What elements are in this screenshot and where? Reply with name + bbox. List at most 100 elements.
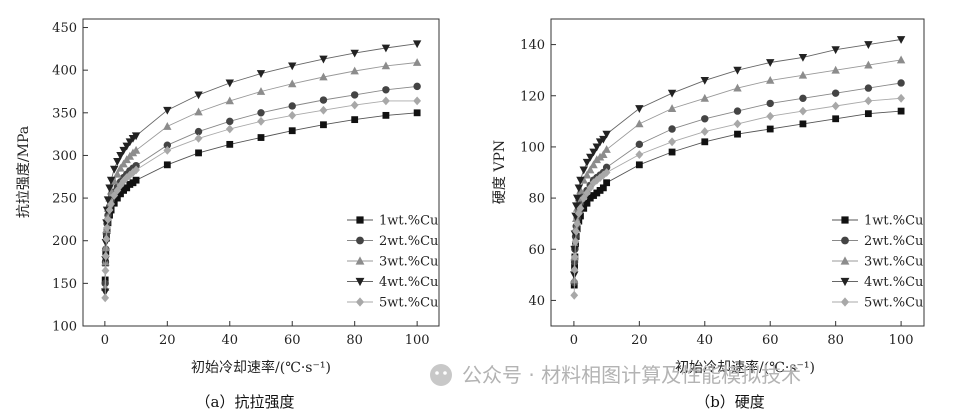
panel-b-data-point	[589, 160, 598, 169]
panel-b-data-point	[766, 125, 774, 133]
panel-b-data-point	[589, 148, 598, 157]
panel-a-data-point	[256, 70, 266, 78]
panel-a-caption: （a）抗拉强度	[196, 393, 295, 411]
panel-b-data-point	[576, 176, 585, 185]
panel-b-legend-swatch-marker	[840, 297, 850, 307]
panel-a-data-point	[382, 111, 390, 119]
panel-b-data-point	[798, 53, 808, 62]
panel-b-legend-swatch-marker	[841, 236, 849, 245]
panel-b-data-point	[831, 65, 840, 74]
watermark: 公众号 · 材料相图计算及性能模拟技术	[430, 363, 801, 387]
panel-b-data-point	[864, 96, 873, 106]
panel-a-data-point	[350, 100, 359, 110]
panel-a-data-point	[225, 124, 234, 134]
panel-a-data-point	[226, 117, 234, 126]
panel-a-data-point	[319, 55, 328, 64]
panel-a-series-line	[104, 43, 418, 292]
panel-a-y-tick-label: 450	[52, 21, 77, 36]
panel-b-y-tick-label: 100	[520, 140, 545, 155]
panel-a-data-point	[412, 58, 422, 66]
panel-a-legend-swatch-marker	[356, 236, 364, 245]
panel-b-data-point	[579, 193, 588, 203]
panel-b-data-point	[864, 84, 873, 92]
panel-a-x-tick-label: 20	[159, 333, 176, 348]
panel-a-data-point	[113, 158, 122, 166]
panel-a-data-point	[381, 61, 391, 70]
panel-a-data-point	[119, 176, 128, 186]
panel-b-series-3	[570, 55, 906, 284]
panel-a-legend-swatch-marker	[355, 277, 365, 287]
panel-a-y-tick-label: 400	[52, 64, 77, 79]
panel-b-data-point	[603, 179, 611, 187]
panel-a-data-point	[163, 122, 172, 130]
panel-b-data-point	[831, 46, 840, 55]
panel-b-data-point	[766, 111, 775, 121]
panel-b-x-axis-title: 初始冷却速率/(℃·s⁻¹)	[675, 359, 815, 376]
panel-a-y-tick-label: 250	[52, 192, 77, 207]
panel-b-data-point	[635, 150, 644, 159]
panel-a-data-point	[101, 266, 110, 275]
panel-a-data-point	[319, 105, 328, 115]
panel-b-legend-label: 4wt.%Cu	[864, 275, 923, 290]
panel-a-data-point	[412, 40, 422, 49]
panel-b-data-point	[571, 237, 580, 246]
panel-a-data-point	[257, 134, 265, 141]
panel-a-legend-label: 1wt.%Cu	[379, 214, 438, 229]
panel-a-data-point	[381, 44, 391, 53]
panel-b-data-point	[635, 161, 643, 169]
panel-b-data-point	[586, 165, 595, 174]
panel-b-data-point	[668, 125, 676, 133]
panel-b-data-point	[579, 166, 588, 175]
panel-b-legend-label: 1wt.%Cu	[864, 214, 923, 229]
panel-a-data-point	[129, 168, 137, 177]
panel-a-series-5	[101, 96, 422, 303]
panel-a-legend-swatch-marker	[356, 216, 364, 224]
panel-a-data-point	[125, 170, 134, 180]
panel-b-data-point	[799, 106, 807, 116]
panel-a-data-point	[105, 184, 114, 193]
panel-b-data-point	[586, 183, 595, 193]
panel-a-legend-swatch-marker	[355, 297, 365, 307]
panel-b-legend: 1wt.%Cu 2wt.%Cu 3wt.%Cu 4wt.%Cu 5wt.%Cu	[832, 214, 923, 311]
panel-a-data-point	[194, 91, 203, 100]
panel-a-series-line	[104, 100, 418, 298]
panel-a-plot-frame	[82, 18, 440, 327]
panel-a-legend-label: 3wt.%Cu	[379, 255, 438, 270]
panel-b-data-point	[733, 83, 742, 92]
panel-a-legend-swatch-marker	[355, 256, 365, 265]
panel-a-legend-label: 5wt.%Cu	[379, 296, 438, 311]
panel-b-data-point	[571, 202, 581, 211]
panel-b-legend-swatch-marker	[840, 256, 850, 265]
panel-b-data-point	[572, 194, 582, 203]
panel-b-data-point	[798, 70, 808, 79]
panel-b-data-point	[602, 163, 611, 172]
panel-a-data-point	[319, 96, 328, 104]
panel-a-data-point	[288, 110, 297, 120]
panel-a-data-point	[225, 79, 234, 88]
panel-a-y-tick-label: 150	[52, 277, 77, 292]
panel-b-data-point	[701, 115, 709, 123]
panel-a-data-point	[106, 176, 116, 185]
panel-b-y-axis-title: 硬度 VPN	[492, 140, 508, 204]
panel-b-data-point	[582, 158, 592, 167]
panel-b-data-point	[700, 93, 709, 102]
panel-a-data-point	[113, 186, 122, 195]
panel-a-data-point	[320, 121, 327, 129]
panel-b-data-point	[701, 138, 709, 146]
wechat-icon	[430, 364, 452, 386]
panel-b-data-point	[599, 150, 608, 158]
panel-b-x-tick-label: 100	[889, 333, 914, 348]
panel-b-caption: （b）硬度	[695, 393, 765, 411]
panel-b-series-5	[570, 93, 905, 300]
panel-b-legend-label: 2wt.%Cu	[864, 234, 923, 249]
panel-a-data-point	[413, 96, 422, 106]
wechat-icon-eye-left	[435, 371, 439, 375]
panel-b-data-point	[602, 130, 611, 139]
panel-b-data-point	[576, 203, 585, 213]
panel-a-data-point	[194, 133, 203, 143]
panel-a-series-3	[100, 58, 422, 292]
panel-a-x-tick-label: 0	[101, 333, 109, 348]
panel-a-data-point	[103, 223, 111, 233]
panel-a-data-point	[104, 215, 112, 224]
panel-a-x-tick-label: 100	[405, 333, 430, 348]
